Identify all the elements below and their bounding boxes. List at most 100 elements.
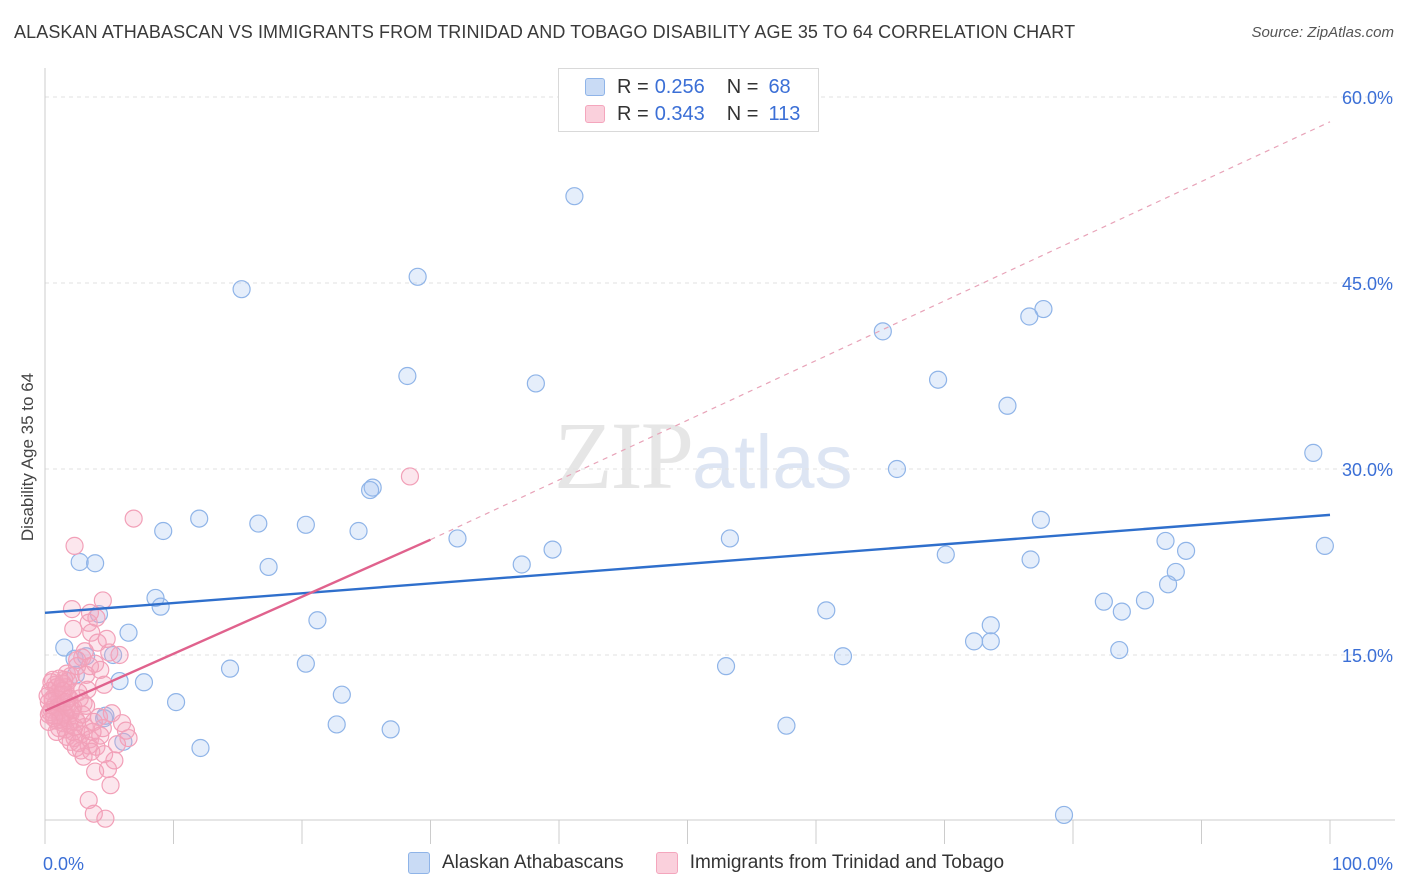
- data-point: [296, 654, 315, 673]
- stats-row-blue: R = 0.256 N = 68: [585, 75, 791, 99]
- data-point: [146, 588, 165, 608]
- data-point: [363, 478, 382, 497]
- data-point: [1304, 443, 1323, 462]
- data-point: [817, 601, 836, 620]
- data-point: [95, 745, 114, 764]
- trend-lines: [44, 121, 1331, 712]
- data-point: [259, 557, 278, 577]
- data-point: [1054, 805, 1074, 825]
- data-point: [296, 515, 315, 534]
- data-point: [981, 632, 1000, 651]
- n-value: 113: [768, 102, 801, 125]
- data-point: [107, 735, 127, 754]
- data-point: [116, 721, 136, 740]
- data-point: [166, 693, 186, 712]
- stats-legend: R = 0.256 N = 68 R = 0.343 N = 113: [558, 68, 819, 132]
- data-point: [998, 396, 1017, 415]
- data-point: [716, 657, 736, 676]
- data-point: [102, 704, 121, 723]
- trend-line-pink: [44, 538, 431, 712]
- data-point: [526, 374, 545, 393]
- y-tick-label: 45.0%: [1342, 274, 1393, 294]
- data-point: [97, 629, 116, 648]
- data-point: [381, 720, 400, 739]
- data-point: [512, 555, 531, 574]
- data-point: [65, 536, 84, 555]
- data-point: [398, 366, 417, 386]
- legend-swatch-pink: [655, 852, 678, 874]
- data-point: [96, 809, 115, 828]
- tick-labels: 15.0% 30.0% 45.0% 60.0% 0.0% 100.0%: [43, 88, 1393, 874]
- axes: [44, 68, 1395, 844]
- series-alaskan-athabascans: [55, 187, 1334, 825]
- data-point: [88, 633, 107, 652]
- data-point: [62, 600, 82, 619]
- data-point: [833, 647, 853, 666]
- data-point: [93, 719, 112, 738]
- data-point: [1110, 640, 1129, 660]
- data-point: [220, 659, 240, 678]
- data-point: [249, 514, 268, 533]
- data-point: [936, 545, 955, 564]
- data-point: [50, 669, 69, 688]
- data-point: [119, 623, 138, 642]
- data-point: [86, 762, 105, 781]
- data-point: [400, 467, 420, 486]
- legend-label: Immigrants from Trinidad and Tobago: [689, 852, 1005, 873]
- data-point: [887, 459, 907, 479]
- data-point: [1020, 307, 1039, 326]
- y-tick-label: 60.0%: [1342, 88, 1393, 108]
- y-tick-label: 30.0%: [1342, 460, 1393, 480]
- data-point: [64, 619, 83, 639]
- data-point: [84, 712, 103, 732]
- data-point: [154, 521, 173, 541]
- data-point: [47, 722, 66, 741]
- data-point: [1315, 536, 1334, 555]
- data-point: [77, 696, 96, 715]
- data-point: [1021, 550, 1040, 569]
- data-point: [232, 280, 251, 299]
- data-point: [408, 267, 427, 286]
- data-point: [101, 776, 120, 795]
- series-trinidad-tobago: [38, 467, 420, 828]
- data-point: [308, 611, 327, 630]
- trend-line-blue: [44, 513, 1331, 615]
- data-point: [110, 645, 129, 665]
- data-point: [1031, 510, 1050, 529]
- data-point: [1156, 531, 1175, 551]
- data-point: [720, 529, 740, 548]
- data-point: [66, 738, 85, 758]
- data-point: [349, 521, 368, 541]
- data-point: [86, 554, 105, 573]
- legend-item-alaskan-athabascans[interactable]: Alaskan Athabascans: [408, 852, 624, 874]
- legend-swatch-blue: [408, 852, 430, 874]
- n-label: N =: [726, 102, 759, 125]
- r-label: R =: [617, 102, 649, 125]
- watermark-atlas: atlas: [692, 420, 853, 505]
- legend-swatch-blue: [585, 78, 605, 96]
- data-point: [964, 632, 984, 651]
- data-point: [62, 700, 82, 719]
- data-point: [151, 597, 170, 616]
- legend-item-trinidad-tobago[interactable]: Immigrants from Trinidad and Tobago: [655, 852, 1005, 874]
- data-point: [77, 665, 96, 684]
- data-point: [981, 616, 1000, 635]
- data-point: [873, 322, 892, 341]
- data-point: [119, 728, 138, 748]
- data-point: [134, 673, 154, 692]
- x-tick-label: 0.0%: [43, 854, 84, 874]
- watermark: ZIPatlas: [554, 400, 853, 511]
- data-point: [565, 187, 584, 206]
- data-point: [39, 712, 58, 732]
- data-point: [327, 715, 346, 734]
- source-label: Source: ZipAtlas.com: [1251, 24, 1394, 41]
- data-point: [361, 480, 380, 500]
- y-tick-label: 15.0%: [1342, 646, 1393, 666]
- watermark-zip: ZIP: [554, 402, 694, 509]
- data-point: [190, 509, 209, 528]
- n-value: 68: [768, 75, 791, 98]
- legend-label: Alaskan Athabascans: [442, 852, 624, 873]
- trend-line-pink-extension: [430, 121, 1331, 541]
- data-point: [543, 540, 562, 559]
